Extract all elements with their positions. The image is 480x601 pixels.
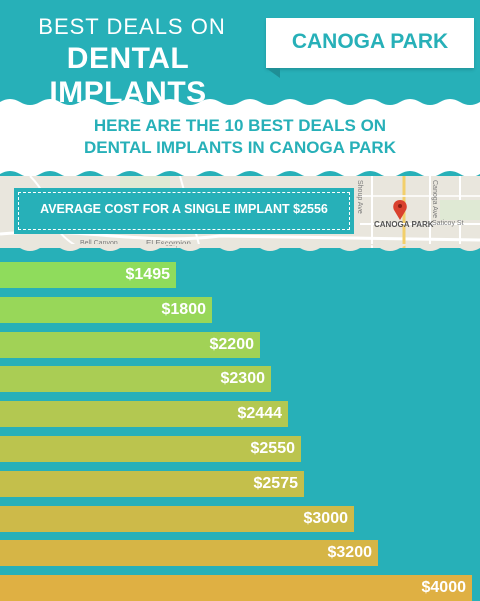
average-cost-box: AVERAGE COST FOR A SINGLE IMPLANT $2556	[14, 188, 354, 234]
intro-line-1: HERE ARE THE 10 BEST DEALS ON	[93, 116, 387, 135]
price-bar-label: $2444	[237, 405, 283, 422]
ribbon-fold	[266, 68, 280, 78]
price-bar-label: $1495	[125, 266, 171, 283]
map-pin-icon	[393, 200, 407, 220]
intro-banner: HERE ARE THE 10 BEST DEALS ON DENTAL IMP…	[0, 94, 480, 180]
street-label-bell-canyon: Bell Canyon	[80, 240, 118, 247]
price-bar: $1800	[0, 297, 212, 323]
price-bar: $1495	[0, 262, 176, 288]
price-bar: $2575	[0, 471, 304, 497]
price-bar-label: $2200	[209, 336, 255, 353]
price-bar: $2550	[0, 436, 301, 462]
header-subtitle: BEST DEALS ON	[38, 14, 226, 39]
map-bottom-edge	[0, 244, 480, 251]
price-bar: $4000	[0, 575, 472, 601]
price-bar: $3000	[0, 506, 354, 532]
street-label-escorpion: El Escorpion	[146, 239, 191, 248]
location-ribbon: CANOGA PARK	[266, 18, 474, 68]
price-bar: $2200	[0, 332, 260, 358]
price-bar: $2444	[0, 401, 288, 427]
intro-line-2: DENTAL IMPLANTS IN CANOGA PARK	[84, 138, 396, 157]
average-cost-text: AVERAGE COST FOR A SINGLE IMPLANT $2556	[40, 202, 328, 216]
map-city-label: CANOGA PARK	[374, 220, 434, 229]
price-bar-label: $2575	[253, 475, 299, 492]
price-bar-label: $2550	[250, 440, 296, 457]
price-bar-label: $1800	[161, 301, 207, 318]
location-label: CANOGA PARK	[291, 30, 449, 53]
banner-shape	[0, 99, 480, 177]
price-bar: $2300	[0, 366, 271, 392]
price-bar-label: $2300	[220, 370, 266, 387]
street-label-saticoy: Saticoy St	[432, 220, 464, 227]
price-bar-label: $3200	[327, 544, 373, 561]
price-bar-label: $4000	[421, 579, 467, 596]
price-bar-label: $3000	[303, 510, 349, 527]
intro-text: HERE ARE THE 10 BEST DEALS ON DENTAL IMP…	[20, 115, 460, 159]
price-bar: $3200	[0, 540, 378, 566]
